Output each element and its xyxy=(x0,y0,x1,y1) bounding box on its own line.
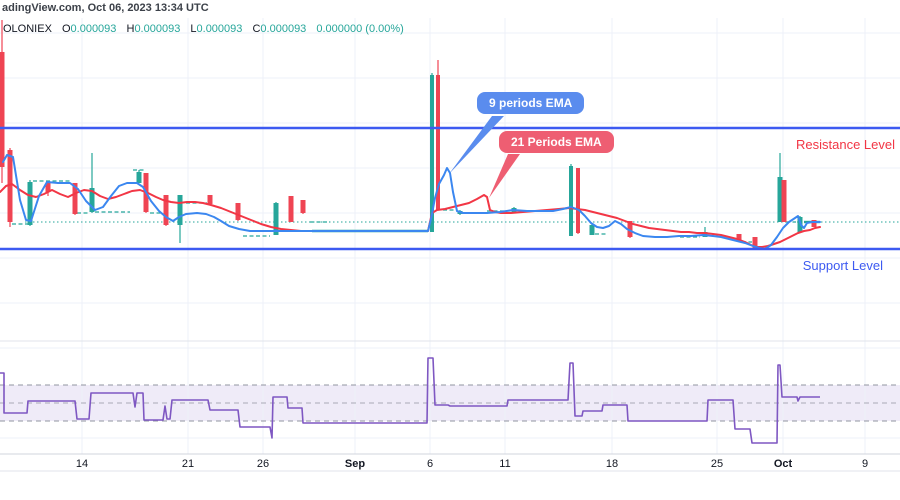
candlestick-series xyxy=(0,20,817,248)
candle-body xyxy=(569,166,573,236)
candle-body xyxy=(430,75,434,232)
symbol-name: OLONIEX xyxy=(3,23,52,35)
candle-body xyxy=(736,234,742,242)
x-axis-label: 6 xyxy=(427,458,433,470)
candle-body xyxy=(436,75,440,210)
candle-body xyxy=(136,172,142,183)
candle-body xyxy=(300,200,306,213)
candle-body xyxy=(777,177,783,222)
x-axis-label: 21 xyxy=(182,458,194,470)
stochastic-indicator-line xyxy=(0,357,820,444)
candle-body xyxy=(576,168,580,233)
gridlines xyxy=(0,18,900,454)
candle-body xyxy=(7,150,13,222)
resistance-label: Resistance Level xyxy=(796,137,895,152)
ema9-callout[interactable]: 9 periods EMA xyxy=(477,92,585,114)
candle-body xyxy=(207,195,213,204)
x-axis-label: 26 xyxy=(257,458,269,470)
candle-body xyxy=(72,183,78,214)
legend-open: O0.000093 xyxy=(61,23,117,35)
ema21-callout-tail xyxy=(489,154,520,198)
candle-body xyxy=(235,203,241,220)
ema9-line[interactable] xyxy=(2,154,821,250)
legend-close: C0.000093 xyxy=(252,23,307,35)
candle-body xyxy=(781,180,787,222)
candle-body xyxy=(273,203,279,235)
price-change: 0.000000 (0.00%) xyxy=(316,23,404,35)
x-axis-label: 14 xyxy=(76,458,88,470)
legend-high: H0.000093 xyxy=(126,23,181,35)
watermark: adingView.com, Oct 06, 2023 13:34 UTC xyxy=(2,2,209,14)
x-axis-label: 18 xyxy=(606,458,618,470)
time-axis[interactable]: 14 21 26 Sep 6 11 18 25 Oct 9 xyxy=(76,458,868,470)
symbol-legend[interactable]: OLONIEX O0.000093 H0.000093 L0.000093 C0… xyxy=(3,23,404,35)
ema21-line[interactable] xyxy=(0,183,821,248)
candle-body xyxy=(811,220,817,227)
candle-body xyxy=(627,221,633,237)
candle-body xyxy=(589,225,595,235)
candle-body xyxy=(752,237,758,248)
x-axis-label: 25 xyxy=(711,458,723,470)
legend-low: L0.000093 xyxy=(190,23,243,35)
ema9-callout-tail xyxy=(449,116,504,174)
candle-body xyxy=(27,182,33,225)
x-axis-label: Sep xyxy=(345,458,365,470)
candle-body xyxy=(163,195,169,225)
x-axis-label: 11 xyxy=(499,458,510,470)
candle-body xyxy=(177,195,183,225)
x-axis-label: 9 xyxy=(862,458,868,470)
candle-body xyxy=(89,188,95,212)
candle-body xyxy=(0,52,5,167)
candle-body xyxy=(45,183,51,192)
candle-body xyxy=(288,196,294,222)
x-axis-label: Oct xyxy=(774,458,793,470)
support-label: Support Level xyxy=(802,258,883,273)
ema21-callout[interactable]: 21 Periods EMA xyxy=(499,131,614,153)
